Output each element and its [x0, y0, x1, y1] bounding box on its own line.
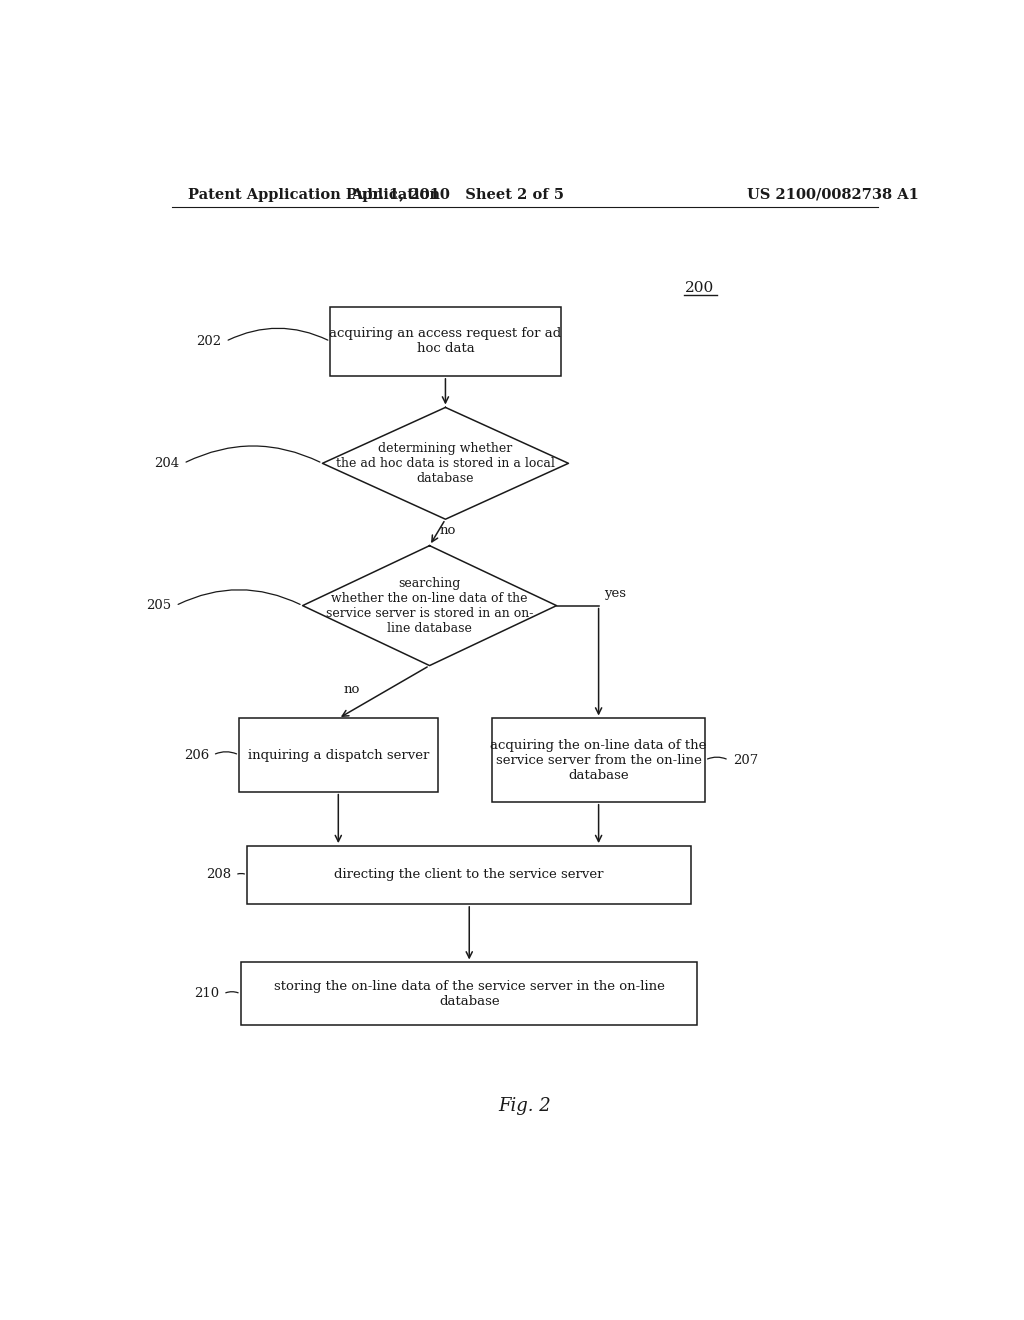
Bar: [331, 306, 560, 376]
Text: 206: 206: [183, 748, 209, 762]
Text: yes: yes: [604, 587, 626, 599]
Text: storing the on-line data of the service server in the on-line
database: storing the on-line data of the service …: [273, 979, 665, 1008]
Text: no: no: [440, 524, 457, 537]
Text: 210: 210: [195, 987, 219, 1001]
Text: 205: 205: [146, 599, 172, 612]
Text: 200: 200: [685, 281, 714, 296]
Text: acquiring an access request for ad
hoc data: acquiring an access request for ad hoc d…: [330, 327, 561, 355]
Text: 207: 207: [733, 754, 758, 767]
Text: inquiring a dispatch server: inquiring a dispatch server: [248, 748, 429, 762]
Text: no: no: [344, 684, 360, 697]
Polygon shape: [323, 408, 568, 519]
Text: 204: 204: [155, 457, 179, 470]
Text: 202: 202: [197, 335, 221, 348]
Text: acquiring the on-line data of the
service server from the on-line
database: acquiring the on-line data of the servic…: [490, 739, 707, 781]
Text: determining whether
the ad hoc data is stored in a local
database: determining whether the ad hoc data is s…: [336, 442, 555, 484]
Text: searching
whether the on-line data of the
service server is stored in an on-
lin: searching whether the on-line data of th…: [326, 577, 534, 635]
Text: US 2100/0082738 A1: US 2100/0082738 A1: [748, 187, 919, 202]
Text: Apr. 1, 2010   Sheet 2 of 5: Apr. 1, 2010 Sheet 2 of 5: [351, 187, 564, 202]
Text: directing the client to the service server: directing the client to the service serv…: [335, 869, 604, 882]
Text: Fig. 2: Fig. 2: [499, 1097, 551, 1114]
Polygon shape: [303, 545, 557, 665]
Text: 208: 208: [206, 869, 231, 882]
Bar: [493, 718, 705, 801]
Bar: [247, 846, 691, 904]
Bar: [240, 718, 437, 792]
Bar: [241, 962, 697, 1026]
Text: Patent Application Publication: Patent Application Publication: [187, 187, 439, 202]
